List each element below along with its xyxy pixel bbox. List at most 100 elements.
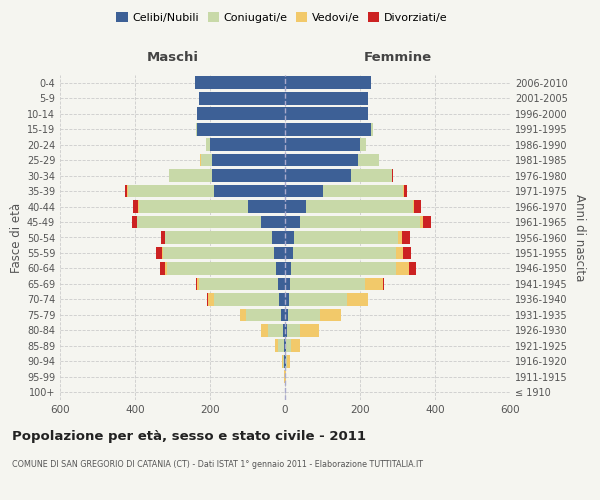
Bar: [420, 216, 423, 228]
Bar: [277, 278, 285, 290]
Bar: [285, 262, 290, 275]
Bar: [300, 216, 420, 228]
Bar: [285, 154, 358, 166]
Bar: [285, 92, 367, 104]
Bar: [131, 216, 137, 228]
Bar: [248, 200, 285, 213]
Bar: [392, 169, 393, 182]
Bar: [286, 355, 287, 368]
Bar: [423, 216, 431, 228]
Bar: [285, 123, 371, 136]
Bar: [199, 92, 285, 104]
Bar: [133, 200, 139, 213]
Bar: [286, 340, 290, 352]
Bar: [285, 138, 360, 151]
Bar: [350, 169, 392, 182]
Text: Femmine: Femmine: [364, 51, 431, 64]
Bar: [285, 278, 290, 290]
Bar: [287, 324, 300, 336]
Bar: [260, 324, 268, 336]
Bar: [285, 324, 287, 336]
Text: Popolazione per età, sesso e stato civile - 2011: Popolazione per età, sesso e stato civil…: [12, 430, 366, 443]
Bar: [367, 293, 368, 306]
Bar: [320, 308, 341, 321]
Bar: [403, 184, 404, 198]
Bar: [285, 184, 323, 198]
Bar: [245, 308, 281, 321]
Bar: [358, 154, 379, 166]
Bar: [285, 293, 289, 306]
Bar: [196, 123, 197, 136]
Bar: [323, 184, 403, 198]
Bar: [360, 138, 365, 151]
Bar: [160, 262, 166, 275]
Bar: [413, 200, 415, 213]
Bar: [290, 278, 365, 290]
Bar: [274, 246, 285, 260]
Bar: [268, 324, 283, 336]
Bar: [260, 216, 285, 228]
Bar: [214, 184, 285, 198]
Bar: [285, 200, 305, 213]
Bar: [284, 340, 285, 352]
Y-axis label: Anni di nascita: Anni di nascita: [573, 194, 586, 281]
Bar: [395, 246, 403, 260]
Bar: [409, 262, 415, 275]
Legend: Celibi/Nubili, Coniugati/e, Vedovi/e, Divorziati/e: Celibi/Nubili, Coniugati/e, Vedovi/e, Di…: [112, 8, 452, 28]
Bar: [200, 154, 212, 166]
Bar: [195, 76, 285, 89]
Bar: [206, 138, 210, 151]
Bar: [214, 293, 280, 306]
Bar: [125, 184, 127, 198]
Bar: [285, 308, 288, 321]
Bar: [415, 200, 421, 213]
Bar: [285, 76, 371, 89]
Bar: [196, 278, 197, 290]
Bar: [285, 216, 300, 228]
Bar: [212, 154, 285, 166]
Bar: [240, 308, 245, 321]
Bar: [290, 262, 395, 275]
Bar: [169, 169, 212, 182]
Bar: [166, 262, 167, 275]
Bar: [285, 108, 367, 120]
Bar: [137, 216, 260, 228]
Bar: [285, 340, 286, 352]
Bar: [283, 355, 284, 368]
Bar: [163, 246, 274, 260]
Bar: [155, 246, 163, 260]
Bar: [347, 293, 367, 306]
Bar: [128, 184, 214, 198]
Bar: [275, 340, 278, 352]
Bar: [165, 231, 272, 244]
Bar: [197, 108, 285, 120]
Bar: [285, 246, 293, 260]
Bar: [275, 262, 285, 275]
Bar: [383, 278, 385, 290]
Bar: [404, 184, 407, 198]
Bar: [285, 169, 350, 182]
Text: COMUNE DI SAN GREGORIO DI CATANIA (CT) - Dati ISTAT 1° gennaio 2011 - Elaborazio: COMUNE DI SAN GREGORIO DI CATANIA (CT) -…: [12, 460, 423, 469]
Bar: [283, 324, 285, 336]
Bar: [199, 278, 277, 290]
Bar: [398, 231, 402, 244]
Bar: [288, 308, 320, 321]
Bar: [167, 262, 275, 275]
Bar: [272, 231, 285, 244]
Bar: [371, 123, 373, 136]
Bar: [281, 308, 285, 321]
Bar: [285, 355, 286, 368]
Bar: [403, 246, 410, 260]
Bar: [281, 355, 283, 368]
Bar: [210, 138, 285, 151]
Bar: [280, 293, 285, 306]
Bar: [197, 278, 199, 290]
Bar: [293, 246, 395, 260]
Bar: [305, 200, 413, 213]
Bar: [365, 278, 383, 290]
Bar: [395, 262, 409, 275]
Bar: [402, 231, 409, 244]
Bar: [295, 231, 398, 244]
Text: Maschi: Maschi: [146, 51, 199, 64]
Bar: [290, 340, 300, 352]
